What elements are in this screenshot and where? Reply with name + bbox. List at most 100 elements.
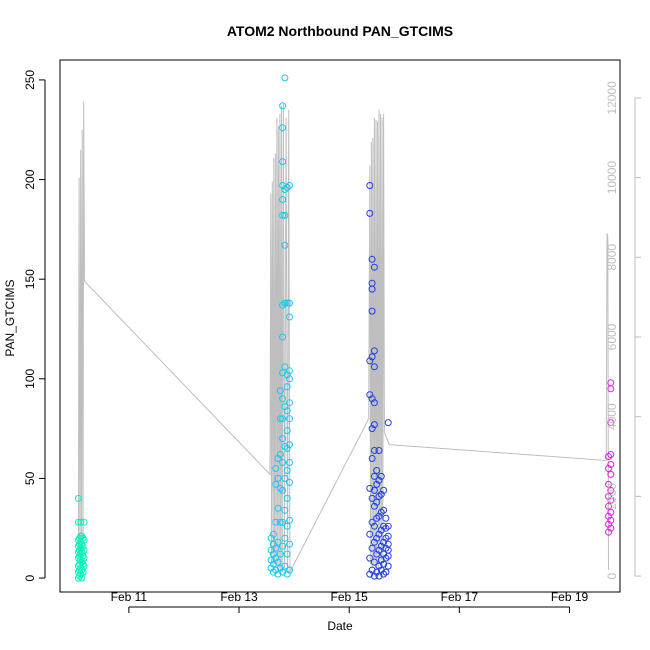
data-point [370,447,378,454]
data-point [375,476,383,484]
x-tick-label: Feb 19 [551,590,589,604]
data-point [366,357,374,365]
data-point [605,528,612,536]
data-point [283,550,291,558]
data-point [366,182,374,189]
data-point [283,407,291,415]
data-point [281,241,289,249]
y-tick-label: 200 [23,169,37,189]
y-tick-label: 50 [23,471,37,485]
data-point [370,263,378,271]
data-point [368,544,376,552]
data-point [607,379,615,387]
x-tick-label: Feb 15 [331,590,369,604]
data-point [274,455,282,462]
data-point [366,209,374,217]
data-point [276,415,284,423]
data-point [281,534,289,542]
data-point [375,562,383,570]
data-point [281,443,289,450]
data-point [607,470,615,478]
data-point [382,554,390,562]
data-point [286,182,293,189]
data-point [279,211,287,219]
data-point [281,562,289,570]
data-point [279,415,287,423]
data-point [368,307,376,315]
data-point [283,570,291,578]
y-tick-label: 0 [23,574,37,581]
data-point [281,403,289,411]
data-point [370,363,378,371]
data-point [384,562,392,570]
data-point [377,542,385,550]
data-point [274,538,282,546]
data-point [375,512,383,520]
data-point [269,550,277,558]
x-tick-label: Feb 17 [441,590,479,604]
data-point [366,530,374,538]
data-point [279,518,287,526]
data-point [281,506,289,514]
data-point [279,369,287,377]
data-point [76,560,83,568]
chart-title: ATOM2 Northbound PAN_GTCIMS [227,23,453,39]
data-point [272,480,280,488]
secondary-series-line [77,101,609,573]
data-point [607,451,615,458]
data-point [279,395,287,403]
data-point [279,568,287,576]
data-point [286,415,293,423]
data-point [286,313,293,321]
data-point [368,494,376,502]
data-point [286,299,293,307]
data-point [279,102,287,110]
data-point [279,459,287,466]
data-point [373,550,381,558]
data-point [377,472,385,480]
data-point [380,570,388,578]
data-point [368,255,376,263]
data-point [77,518,85,526]
data-point [377,508,385,516]
data-point [276,518,284,526]
data-point [375,546,383,554]
data-point [272,554,280,562]
data-point [607,508,615,516]
data-point [380,538,388,546]
data-point [283,184,291,191]
data-point [276,387,284,395]
data-point [283,467,291,474]
data-point [281,211,289,219]
data-point [276,564,284,572]
data-point [267,564,275,572]
data-point [382,544,390,552]
data-point [384,532,392,540]
data-point [80,546,88,554]
data-point [286,367,293,375]
data-point [286,459,293,466]
data-point [279,333,287,341]
data-point [368,395,376,403]
data-point [370,486,378,494]
data-point [366,570,374,578]
data-point [272,518,280,526]
data-point [283,383,291,391]
data-point [605,465,612,472]
data-point [380,560,388,568]
data-point [380,550,388,558]
x-axis-label: Date [327,619,353,633]
x-tick-label: Feb 13 [220,590,258,604]
data-point [272,465,280,472]
data-point [267,546,275,554]
data-point [373,467,381,474]
data-point [375,572,383,580]
data-point [373,534,381,542]
data-point [370,421,378,429]
data-point [370,538,378,546]
data-point [607,419,615,427]
data-point [370,399,378,407]
y-tick-label: 250 [23,70,37,90]
data-point [283,445,291,452]
data-point [286,375,293,383]
